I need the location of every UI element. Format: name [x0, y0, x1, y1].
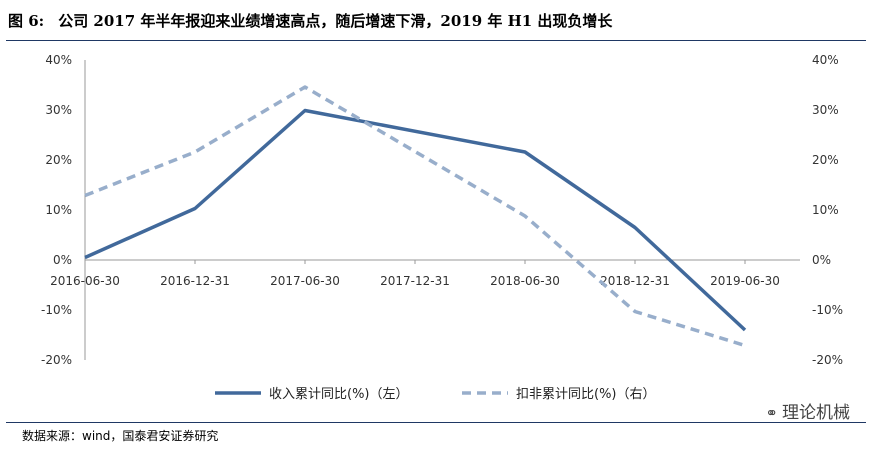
y-left-tick-label: -10%: [41, 303, 72, 317]
x-tick-label: 2016-06-30: [50, 274, 120, 288]
watermark-text: 理论机械: [782, 403, 850, 423]
y-left-tick-label: 30%: [45, 103, 72, 117]
x-tick-label: 2018-12-31: [600, 274, 670, 288]
figure-title: 图 6: 公司 2017 年半年报迎来业绩增速高点，随后增速下滑，2019 年 H…: [8, 10, 612, 31]
wechat-icon: ⚭: [765, 404, 778, 422]
y-right-tick-label: 10%: [812, 203, 839, 217]
series-line-revenue: [84, 108, 747, 332]
legend-deducted-profit-label: 扣非累计同比(%)（右）: [516, 387, 656, 400]
source-note: 数据来源：wind，国泰君安证券研究: [22, 429, 219, 443]
legend-revenue-label: 收入累计同比(%)（左）: [269, 387, 409, 400]
figure-title-text: 公司 2017 年半年报迎来业绩增速高点，随后增速下滑，2019 年 H1 出现…: [58, 12, 613, 30]
series-line-deducted-profit: [84, 85, 746, 348]
x-tick-label: 2017-06-30: [270, 274, 340, 288]
y-left-tick-label: 40%: [45, 53, 72, 67]
watermark: ⚭ 理论机械: [765, 398, 850, 423]
x-tick-label: 2019-06-30: [710, 274, 780, 288]
figure-label: 图 6:: [8, 12, 45, 30]
y-left-tick-label: 20%: [45, 153, 72, 167]
y-right-tick-label: -20%: [812, 353, 843, 367]
y-right-tick-label: 40%: [812, 53, 839, 67]
x-tick-label: 2016-12-31: [160, 274, 230, 288]
y-right-tick-label: -10%: [812, 303, 843, 317]
y-left-tick-label: -20%: [41, 353, 72, 367]
x-tick-label: 2017-12-31: [380, 274, 450, 288]
y-right-tick-label: 30%: [812, 103, 839, 117]
y-right-tick-label: 0%: [812, 253, 831, 267]
footer-rule: [6, 422, 866, 423]
y-left-tick-label: 10%: [45, 203, 72, 217]
line-chart: 40% 30% 20% 10% 0% -10% -20% 40% 30% 20% 10% 0% -10%…: [41, 53, 843, 400]
y-right-tick-label: 20%: [812, 153, 839, 167]
x-tick-label: 2018-06-30: [490, 274, 560, 288]
title-rule: [6, 40, 866, 41]
y-left-tick-label: 0%: [53, 253, 72, 267]
